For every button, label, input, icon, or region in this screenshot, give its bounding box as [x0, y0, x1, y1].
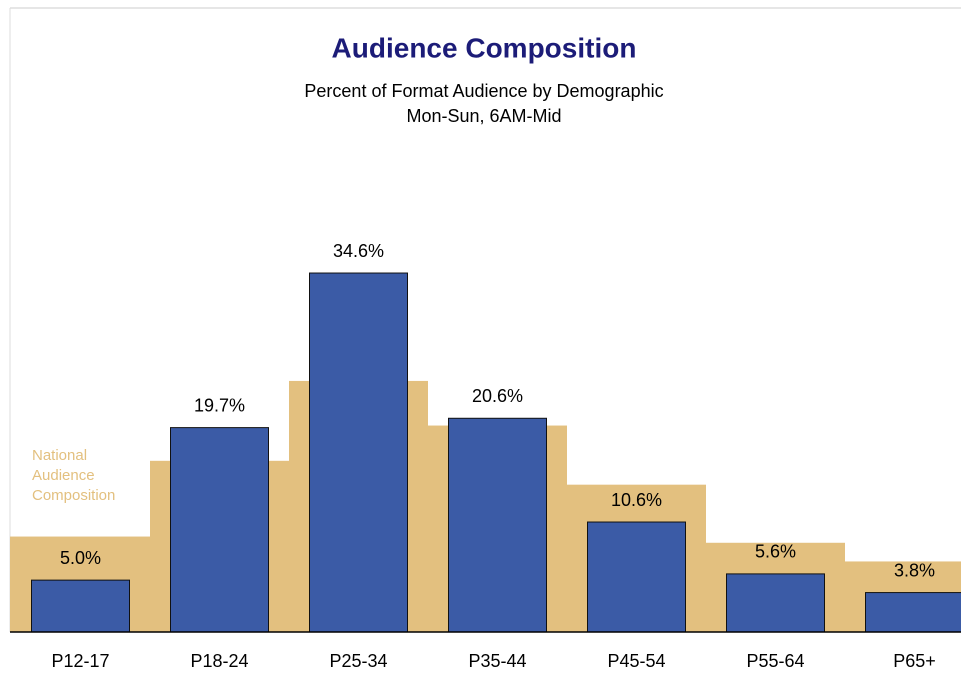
- value-label: 5.0%: [60, 548, 101, 568]
- bar: [31, 579, 130, 633]
- x-tick-label: P12-17: [51, 651, 109, 671]
- chart-subtitle: Percent of Format Audience by Demographi…: [304, 81, 663, 101]
- bar: [726, 573, 825, 633]
- value-label: 3.8%: [894, 560, 935, 580]
- bar: [448, 417, 547, 633]
- x-tick-label: P25-34: [329, 651, 387, 671]
- x-tick-label: P45-54: [607, 651, 665, 671]
- value-label: 34.6%: [333, 241, 384, 261]
- x-tick-label: P55-64: [746, 651, 804, 671]
- legend-label: National Audience Composition: [32, 447, 116, 504]
- x-tick-label: P65+: [893, 651, 936, 671]
- bar: [865, 592, 961, 633]
- bar: [587, 521, 686, 633]
- chart-subtitle: Mon-Sun, 6AM-Mid: [406, 106, 561, 126]
- value-label: 10.6%: [611, 490, 662, 510]
- x-tick-label: P18-24: [190, 651, 248, 671]
- value-label: 5.6%: [755, 542, 796, 562]
- x-tick-label: P35-44: [468, 651, 526, 671]
- value-label: 20.6%: [472, 386, 523, 406]
- chart-title: Audience Composition: [332, 32, 637, 63]
- bar: [309, 272, 408, 633]
- bar: [170, 427, 269, 633]
- value-label: 19.7%: [194, 395, 245, 415]
